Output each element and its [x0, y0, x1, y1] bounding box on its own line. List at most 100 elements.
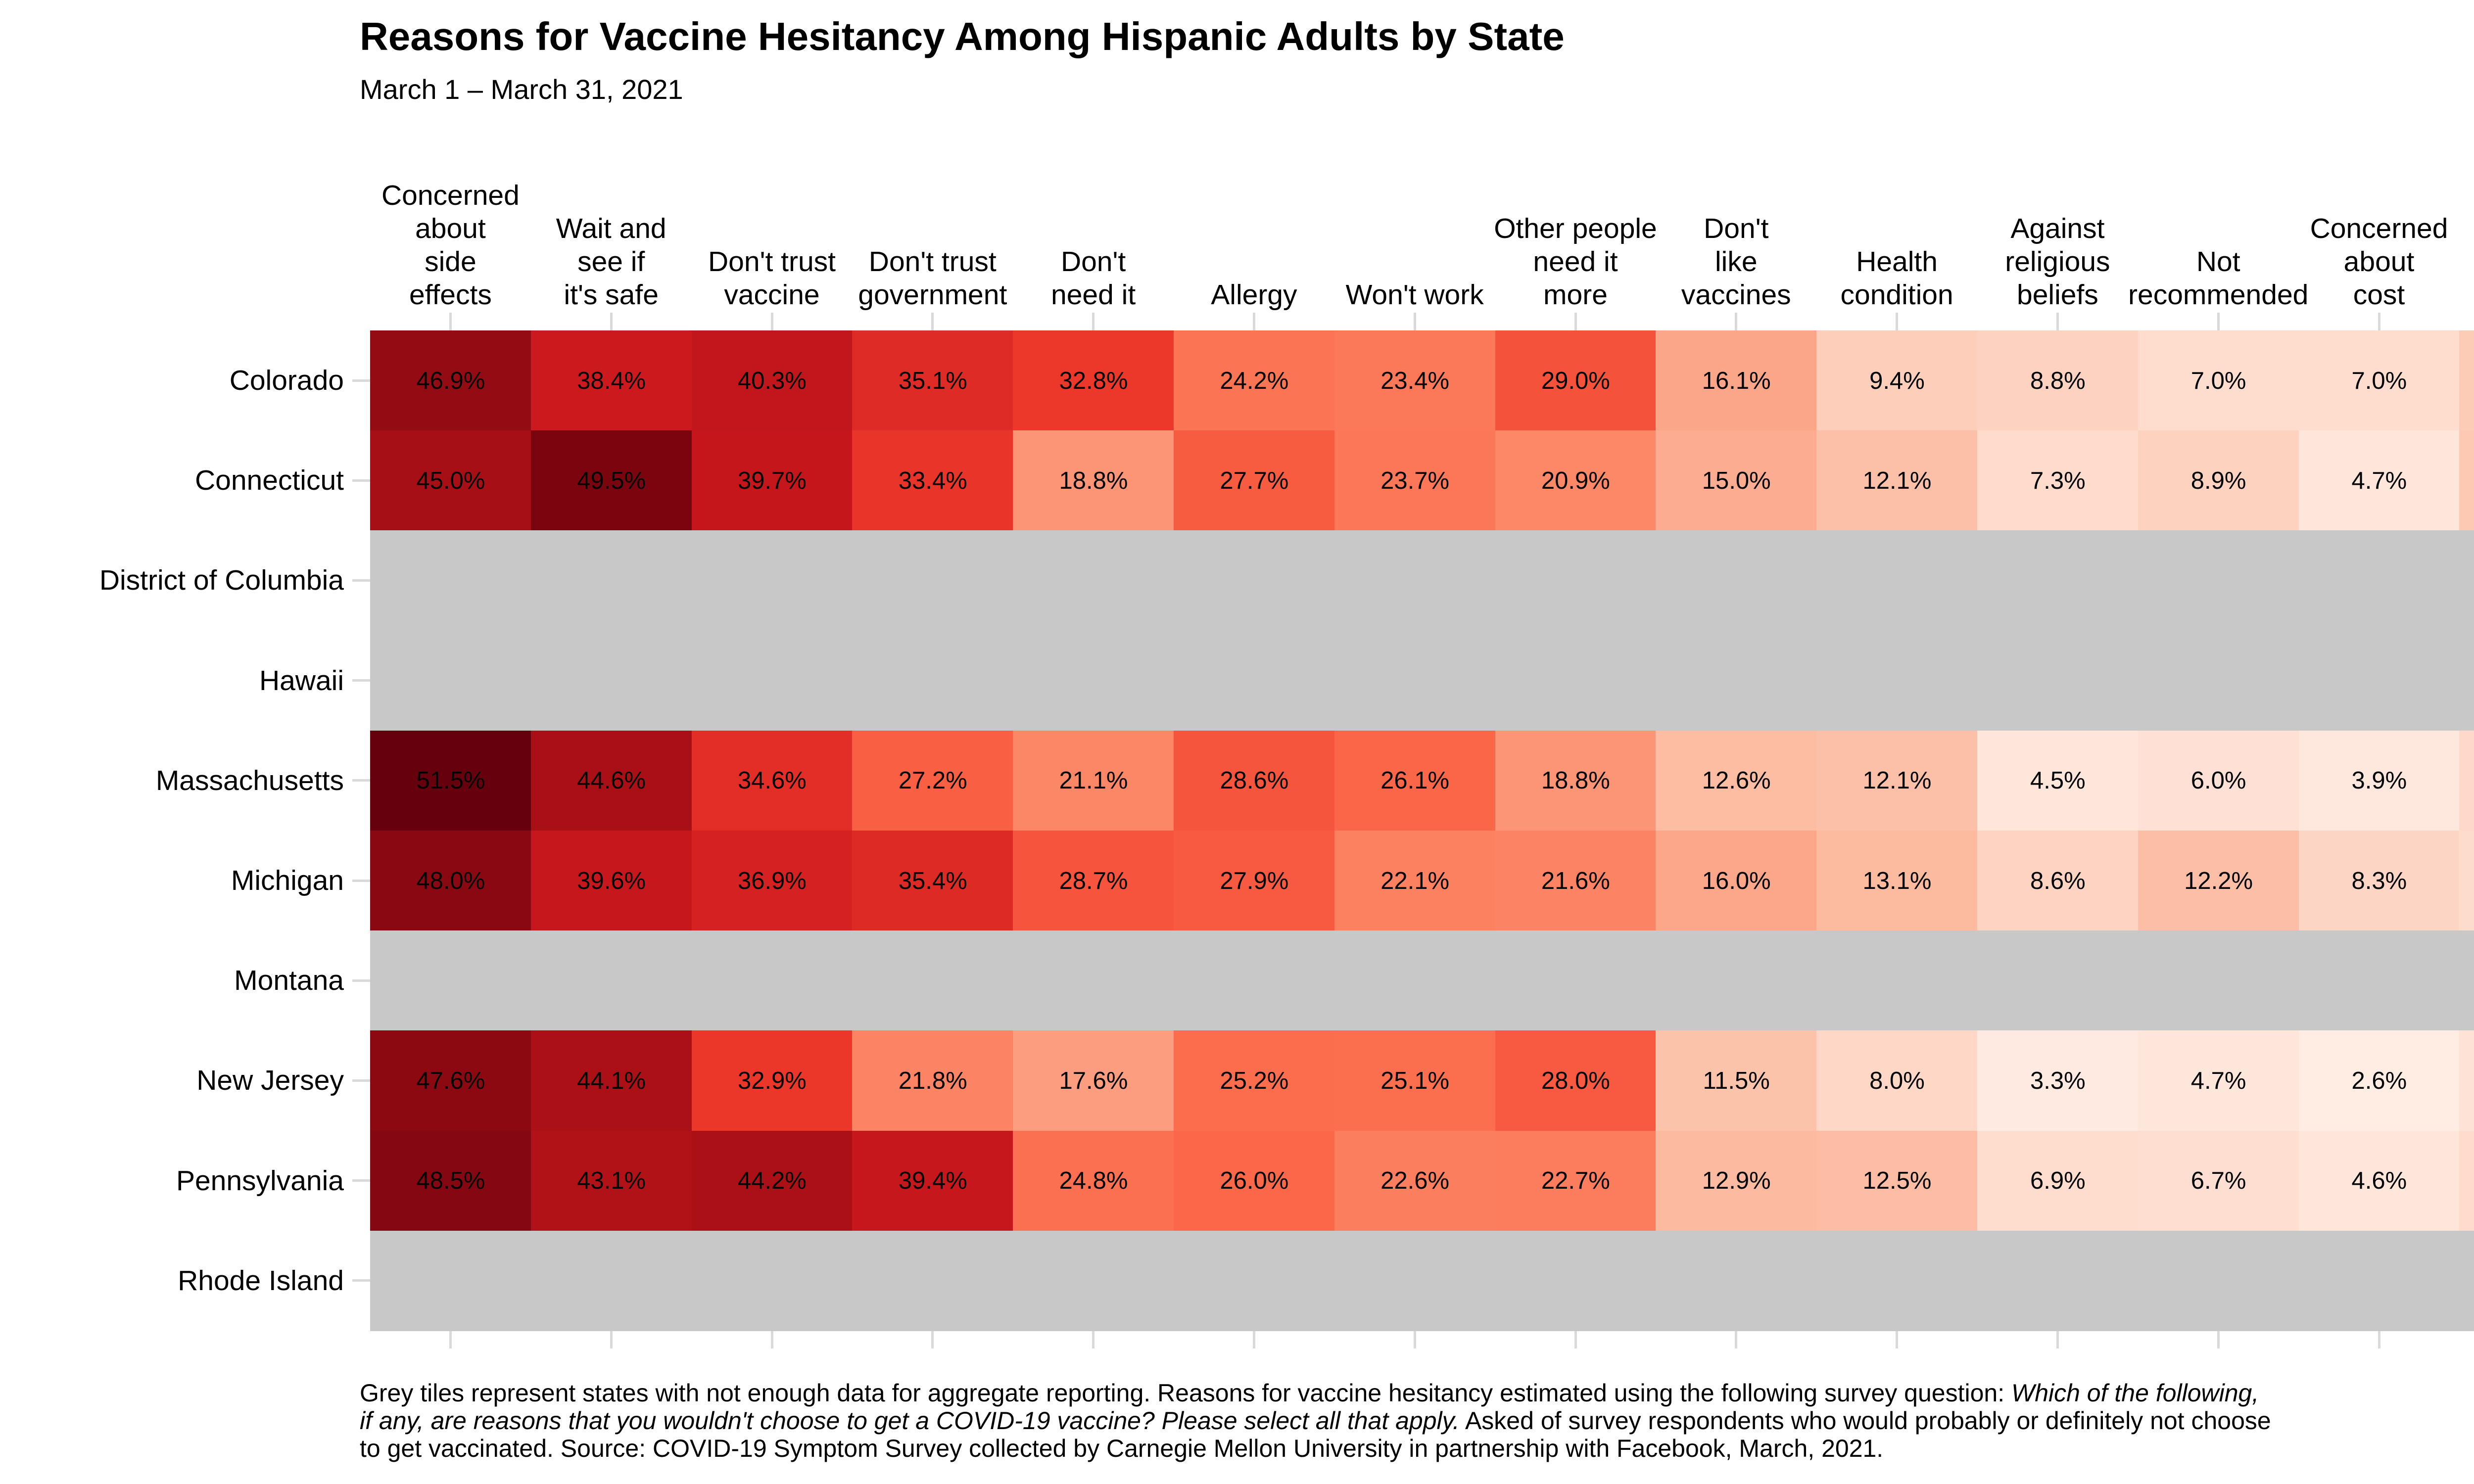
column-header-line: Don't: [1060, 246, 1126, 278]
column-header-line: Won't work: [1345, 279, 1484, 311]
heatmap-cell: 22.1%: [1334, 831, 1496, 931]
axis-tick: [610, 1331, 613, 1348]
row-label: New Jersey: [196, 1065, 344, 1097]
heatmap-cell: 12.2%: [2138, 831, 2299, 931]
heatmap-cell: 6.9%: [1977, 1130, 2139, 1231]
heatmap-cell: 12.1%: [1816, 430, 1978, 531]
column-header: Against religious beliefs: [1933, 163, 2183, 312]
row-label: Hawaii: [259, 664, 344, 696]
row-label: Massachusetts: [155, 764, 344, 796]
heatmap-cell: 44.1%: [530, 1030, 692, 1131]
heatmap-cell: 6.7%: [2138, 1130, 2299, 1231]
heatmap-cell: 44.6%: [530, 730, 692, 831]
heatmap-cell: 7.0%: [2138, 330, 2299, 431]
heatmap-cell: 39.6%: [530, 831, 692, 931]
axis-tick: [1413, 1331, 1416, 1348]
heatmap-cell: 4.6%: [2298, 1130, 2460, 1231]
column-header-line: Wait and: [556, 213, 666, 244]
column-header-line: about: [2343, 246, 2415, 278]
heatmap-cell: 8.0%: [1816, 1030, 1978, 1131]
axis-tick: [352, 379, 370, 382]
row-label: Pennsylvania: [176, 1164, 344, 1197]
heatmap-cell: 26.0%: [1174, 1130, 1335, 1231]
heatmap-cell: 15.0%: [1656, 430, 1817, 531]
column-header-line: Don't: [1704, 213, 1769, 244]
footnote-line: Grey tiles represent states with not eno…: [360, 1379, 2271, 1407]
column-header-line: Concerned: [381, 180, 520, 211]
column-header: Other people need it more: [1451, 163, 1701, 312]
heatmap-cell: 7.8%: [2459, 730, 2474, 831]
axis-tick: [2378, 1331, 2380, 1348]
row-label: Montana: [234, 965, 344, 997]
heatmap-cell: 21.1%: [1013, 730, 1174, 831]
heatmap-cell: 7.0%: [2298, 330, 2460, 431]
heatmap-cell: 4.5%: [1977, 730, 2139, 831]
column-header-line: Allergy: [1211, 279, 1297, 311]
heatmap-cell: 27.2%: [852, 730, 1013, 831]
column-header-line: beliefs: [2017, 279, 2098, 311]
axis-tick: [2056, 313, 2059, 330]
heatmap-cell: 8.3%: [2298, 831, 2460, 931]
column-header-line: Don't trust: [868, 246, 997, 278]
axis-tick: [2056, 1331, 2059, 1348]
column-header: Pregnancy: [2415, 163, 2474, 312]
heatmap-cell: 6.0%: [2138, 730, 2299, 831]
axis-tick: [2217, 1331, 2220, 1348]
heatmap-cell: 7.3%: [2459, 1130, 2474, 1231]
column-header-line: about: [415, 213, 486, 244]
axis-tick: [352, 1279, 370, 1282]
heatmap-cell: 21.8%: [852, 1030, 1013, 1131]
heatmap-cell: 35.4%: [852, 831, 1013, 931]
heatmap-cell: 47.6%: [370, 1030, 531, 1131]
footnote-text: Grey tiles represent states with not eno…: [360, 1379, 2011, 1407]
axis-tick: [931, 1331, 934, 1348]
heatmap-cell: 23.7%: [1334, 430, 1496, 531]
heatmap-cell: 25.2%: [1174, 1030, 1335, 1131]
heatmap-cell: 13.1%: [1816, 831, 1978, 931]
heatmap-cell: 27.7%: [1174, 430, 1335, 531]
heatmap-cell: 9.4%: [1816, 330, 1978, 431]
footnote-survey-question: Which of the following,: [2011, 1379, 2259, 1407]
heatmap-cell: 5.7%: [2459, 1030, 2474, 1131]
axis-tick: [1252, 313, 1255, 330]
heatmap-cell: 29.0%: [1495, 330, 1657, 431]
column-header-line: side: [425, 246, 476, 278]
axis-tick: [1574, 1331, 1577, 1348]
heatmap-cell: 27.9%: [1174, 831, 1335, 931]
heatmap-cell: 28.7%: [1013, 831, 1174, 931]
row-label: Rhode Island: [178, 1264, 344, 1297]
column-header: Wait and see if it's safe: [486, 163, 736, 312]
heatmap-cell: 10.0%: [2459, 330, 2474, 431]
heatmap-cell: 24.2%: [1174, 330, 1335, 431]
axis-tick: [352, 1079, 370, 1082]
heatmap-cell: 12.5%: [1816, 1130, 1978, 1231]
column-header: Don't like vaccines: [1611, 163, 1861, 312]
axis-tick: [610, 313, 613, 330]
column-header: Won't work: [1290, 163, 1540, 312]
axis-tick: [352, 779, 370, 782]
heatmap-cell: 46.9%: [370, 330, 531, 431]
heatmap-cell: 3.9%: [2298, 730, 2460, 831]
footnote-text: to get vaccinated. Source: COVID-19 Symp…: [360, 1435, 1884, 1462]
axis-tick: [770, 1331, 773, 1348]
heatmap-cell: 44.2%: [691, 1130, 853, 1231]
column-header-line: Concerned: [2310, 213, 2448, 244]
column-header: Don't trust government: [808, 163, 1057, 312]
heatmap-cell: 21.6%: [1495, 831, 1657, 931]
column-header-line: vaccine: [724, 279, 820, 311]
heatmap-cell: 17.6%: [1013, 1030, 1174, 1131]
heatmap-cell: 4.7%: [2138, 1030, 2299, 1131]
row-label: Michigan: [231, 865, 344, 896]
heatmap-cell: 48.0%: [370, 831, 531, 931]
heatmap-cell: 22.6%: [1334, 1130, 1496, 1231]
footnote-line: to get vaccinated. Source: COVID-19 Symp…: [360, 1435, 2271, 1462]
column-header-line: need it: [1533, 246, 1618, 278]
column-header-line: need it: [1051, 279, 1136, 311]
row-label: Colorado: [229, 365, 344, 396]
axis-tick: [352, 479, 370, 482]
heatmap-cell: 10.5%: [2459, 430, 2474, 531]
column-header: Allergy: [1129, 163, 1379, 312]
heatmap-cell: 28.0%: [1495, 1030, 1657, 1131]
heatmap-cell: 12.9%: [1656, 1130, 1817, 1231]
column-header: Don't trust vaccine: [647, 163, 897, 312]
